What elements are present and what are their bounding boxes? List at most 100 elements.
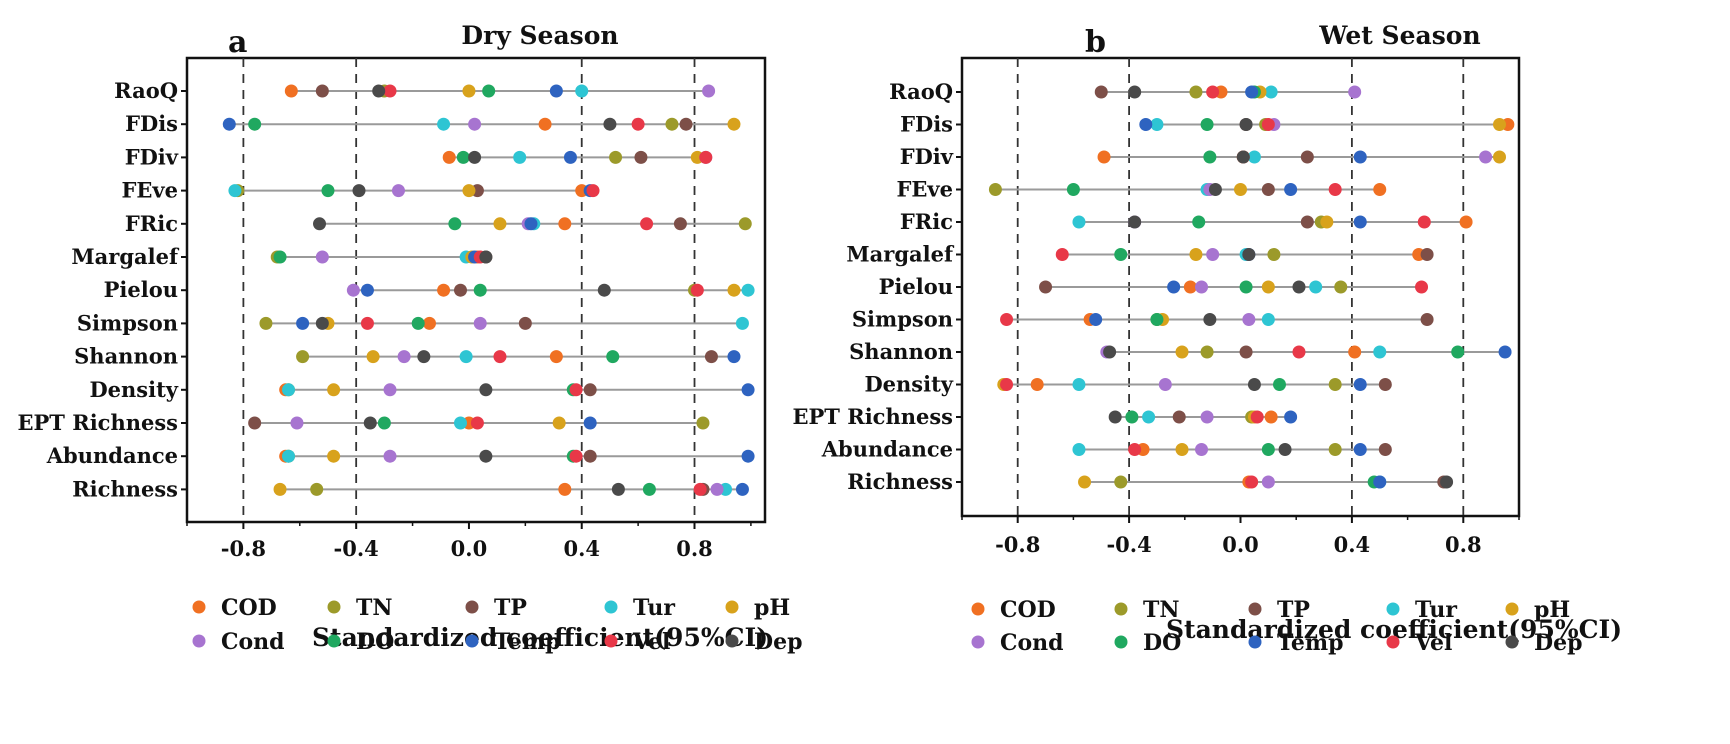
panel-b-point-cod (1373, 183, 1387, 196)
panel-a-point-cond (468, 117, 482, 131)
panel-b-point-temp (1353, 443, 1367, 456)
panel-a-legend-label-dep: Dep (754, 629, 802, 655)
panel-a-point-cond (397, 350, 411, 364)
panel-b-point-ph (1234, 183, 1247, 196)
panel-b-plot: -0.8 -0.4 0.0 0.4 0.8 RaoQ FDis FDiv FEve FRic Mar… (793, 56, 1521, 557)
panel-a-point-temp (549, 84, 563, 98)
panel-b-point-tp (1094, 85, 1108, 99)
panel-a-point-vel (470, 416, 484, 430)
panel-b-legend-label-cod: COD (1000, 597, 1056, 623)
panel-b-point-cond (1348, 85, 1362, 99)
panel-a-point-vel (631, 117, 645, 131)
panel-b-ytick-label: Abundance (821, 437, 953, 462)
panel-a-point-ph (462, 184, 476, 198)
panel-a-point-dep (597, 283, 611, 297)
panel-a-ytick-label: FDis (125, 111, 178, 136)
panel-a-point-tur (228, 184, 242, 198)
panel-b-point-temp (1139, 118, 1153, 131)
panel-a-legend-label-tn: TN (356, 595, 392, 621)
panel-b-point-tur (1264, 85, 1278, 99)
panel-a-legend-label-cod: COD (221, 595, 277, 621)
panel-a-point-cond (702, 84, 716, 98)
panel-b-point-tur (1261, 313, 1275, 326)
panel-b-point-do (1272, 378, 1286, 391)
panel-b-xtick-label: -0.4 (1106, 532, 1151, 557)
panel-b-ytick-label: Margalef (846, 242, 955, 267)
panel-a-point-temp (222, 117, 236, 131)
panel-b-point-cond (1479, 150, 1493, 164)
panel-b-legend-label-do: DO (1143, 630, 1181, 656)
panel-b-point-tur (1247, 150, 1261, 164)
panel-a-point-dep (479, 383, 493, 397)
panel-b-point-cod (1459, 215, 1473, 229)
panel-b-legend-marker-cond (971, 635, 985, 649)
panel-a-point-ph (493, 217, 507, 231)
panel-b-point-tn (988, 183, 1002, 196)
panel-a-point-tur (735, 316, 749, 330)
panel-b-point-dep (1108, 410, 1122, 424)
panel-a-ytick-label: Margalef (71, 244, 180, 269)
panel-a-ytick-label: Density (89, 377, 178, 402)
panel-a-point-dep (372, 84, 386, 98)
panel-b-xtick-label: 0.0 (1222, 532, 1259, 557)
panel-b-legend-label-dep: Dep (1534, 630, 1582, 656)
panel-b-legend-label-ph: pH (1534, 597, 1570, 623)
panel-a-point-do (473, 283, 487, 297)
panel-b-point-temp (1284, 183, 1298, 196)
panel-b-point-tn (1267, 248, 1281, 261)
panel-b-ytick-label: FDiv (900, 144, 954, 169)
panel-b-point-tur (1072, 215, 1086, 229)
panel-b-point-do (1114, 248, 1128, 261)
panel-a-point-temp (741, 383, 755, 397)
panel-a-ytick-label: EPT Richness (18, 410, 179, 435)
panel-b-point-do (1192, 215, 1206, 229)
panel-a-point-cond (346, 283, 360, 297)
panel-b-legend-label-cond: Cond (1000, 630, 1064, 656)
panel-b-point-dep (1440, 475, 1454, 489)
panel-a-point-temp (524, 217, 538, 231)
panel-a-point-temp (735, 482, 749, 496)
panel-a-legend-label-ph: pH (754, 595, 790, 621)
panel-b-legend-marker-vel (1386, 635, 1400, 649)
panel-a-point-dep (315, 316, 329, 330)
panel-b-ytick-label: FRic (900, 209, 953, 234)
panel-b-legend-label-tur: Tur (1415, 597, 1457, 623)
panel-a-point-do (248, 117, 262, 131)
panel-b-legend-label-tp: TP (1277, 597, 1310, 623)
panel-b-legend-marker-dep (1505, 635, 1519, 649)
panel-a-point-do (377, 416, 391, 430)
panel-a-point-vel (693, 482, 707, 496)
panel-b-point-cod (1264, 410, 1278, 424)
panel-a-point-tur (282, 449, 296, 463)
panel-b-title: Wet Season (1318, 21, 1480, 50)
panel-a-point-tur (575, 84, 589, 98)
panel-b-point-tn (1189, 85, 1203, 99)
panel-b-point-cond (1242, 313, 1256, 326)
panel-b-point-do (1125, 410, 1139, 424)
panel-b-legend-marker-do (1114, 635, 1128, 649)
panel-b-point-vel (1250, 410, 1264, 424)
panel-b-xtick-label: 0.8 (1445, 532, 1482, 557)
panel-b-xtick-label: -0.8 (995, 532, 1040, 557)
panel-b-legend: COD TN TP Tur pH Cond DO Temp Vel Dep (971, 597, 1582, 656)
panel-b-point-vel (1261, 118, 1275, 131)
panel-a-point-tur (459, 350, 473, 364)
panel-b-point-tur (1072, 443, 1086, 456)
panel-a-legend-marker-tn (327, 600, 341, 614)
panel-b-ytick-label: Shannon (849, 339, 953, 364)
panel-a-legend-marker-dep (725, 634, 739, 648)
panel-b-point-do (1203, 150, 1217, 164)
panel-a-legend-marker-cond (192, 634, 206, 648)
panel-b-point-tp (1039, 280, 1053, 294)
panel-a-ytick-label: Simpson (77, 310, 178, 335)
panel-a-point-ph (366, 350, 380, 364)
panel-b-point-ph (1175, 443, 1189, 456)
panel-b-ytick-label: FEve (897, 177, 953, 202)
panel-b-point-temp (1089, 313, 1103, 326)
panel-a-point-temp (741, 449, 755, 463)
panel-a-point-do (456, 150, 470, 164)
panel-b-point-cond (1200, 410, 1214, 424)
panel-a-point-vel (569, 449, 583, 463)
panel-b-point-tp (1420, 313, 1434, 326)
panel-b-point-vel (1000, 378, 1014, 391)
